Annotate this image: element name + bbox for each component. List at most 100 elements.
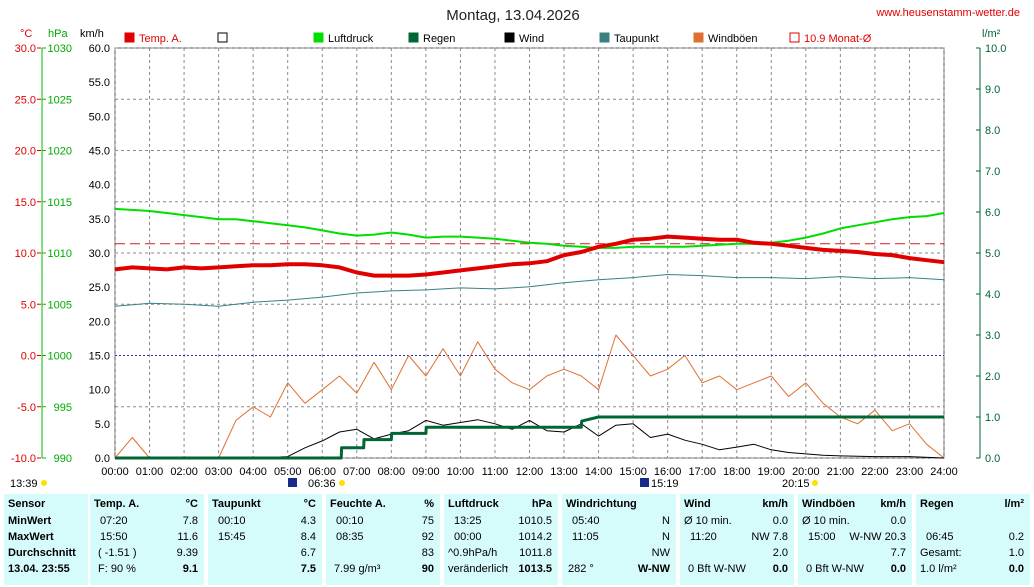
sunrise-icon	[288, 478, 297, 487]
pressure-tick-label: 1010	[48, 248, 72, 260]
time-tick-label: 10:00	[447, 466, 475, 478]
pressure-max-time: 00:00	[454, 531, 482, 543]
gust-max: W-NW 20.3	[849, 531, 906, 543]
humidity-avg: 83	[421, 547, 434, 559]
time-tick-label: 15:00	[619, 466, 647, 478]
rain-tick-label: 7.0	[985, 166, 1000, 178]
winddir-title: Windrichtung	[566, 498, 637, 510]
temp-tick-label: 5.0	[21, 299, 36, 311]
pressure-title: Luftdruck	[448, 498, 499, 510]
sunrise-label: 06:36	[308, 478, 336, 490]
wind-tick-label: 50.0	[89, 111, 110, 123]
temp-axis: 30.0 25.0 20.0 15.0 10.0 5.0 0.0 -5.0 -10.0	[11, 43, 41, 465]
stats-gust-card: Windböen km/h Ø 10 min. 0.0 15:00 W-NW 20.3…	[798, 494, 912, 585]
temp-min-time: 07:20	[100, 515, 128, 527]
rain-max-time: 06:45	[926, 531, 954, 543]
temp-diff: ( -1.51 )	[98, 547, 137, 559]
rain-tick-label: 6.0	[985, 207, 1000, 219]
wind-tick-label: 40.0	[89, 180, 110, 192]
time-tick-label: 14:00	[585, 466, 613, 478]
time-tick-label: 22:00	[861, 466, 889, 478]
temp-tick-label: 25.0	[15, 94, 36, 106]
pressure-tick-label: 1015	[48, 197, 72, 209]
temp-max-time: 15:50	[100, 531, 128, 543]
legend-label: Luftdruck	[328, 33, 374, 45]
time-tick-label: 01:00	[136, 466, 164, 478]
rain-unit-label: l/m²	[982, 28, 1001, 40]
rain-tick-label: 2.0	[985, 371, 1000, 383]
series-line-temp-a	[114, 234, 945, 278]
pressure-avg: 1011.8	[519, 547, 552, 559]
time-tick-label: 04:00	[239, 466, 267, 478]
wind-tick-label: 5.0	[95, 419, 110, 431]
series-line-luftdruck	[114, 207, 945, 249]
pressure-current: 1013.5	[518, 563, 552, 575]
pressure-tick-label: 1000	[48, 351, 72, 363]
stats-sensor-card: Sensor MinWert MaxWert Durchschnitt 13.0…	[4, 494, 88, 585]
wind-tick-label: 35.0	[89, 214, 110, 226]
gust-avg10: 0.0	[890, 515, 906, 527]
sun-markers: 13:39 06:36 15:19 20:15	[10, 478, 818, 490]
sunset-label: 20:15	[782, 478, 810, 490]
legend-item: Luftdruck	[313, 32, 374, 45]
trend-up-arrow-icon: ↑	[504, 563, 510, 575]
chart-title: Montag, 13.04.2026	[446, 7, 579, 24]
minwert-label: MinWert	[8, 515, 52, 527]
stats-pressure-card: Luftdruck hPa 13:25 1010.5 00:00 1014.2 ^0.…	[444, 494, 558, 585]
legend-item: 10.9 Monat-Ø	[789, 32, 872, 45]
pressure-min-time: 13:25	[454, 515, 482, 527]
stats-wind-card: Wind km/h Ø 10 min. 0.0 11:20 NW 7.8 2.0 0 …	[680, 494, 794, 585]
winddir-current: W-NW	[637, 563, 670, 575]
temp-tick-label: 15.0	[15, 197, 36, 209]
pressure-tick-label: 995	[54, 402, 72, 414]
gust-max-time: 15:00	[808, 531, 836, 543]
gust-avg-label: Ø 10 min.	[802, 515, 850, 527]
time-tick-label: 02:00	[170, 466, 198, 478]
legend-label: Taupunkt	[614, 33, 659, 45]
time-axis: 00:00 01:00 02:00 03:00 04:00 05:00 06:00 07:00…	[101, 466, 958, 478]
time-tick-label: 09:00	[412, 466, 440, 478]
rain-total-label: Gesamt:	[920, 547, 962, 559]
time-tick-label: 07:00	[343, 466, 371, 478]
rain-tick-label: 8.0	[985, 125, 1000, 137]
temp-unit-label: °C	[20, 28, 32, 40]
time-tick-label: 13:00	[550, 466, 578, 478]
dew-min-time: 00:10	[218, 515, 246, 527]
current-time-label: 13.04. 23:55	[8, 563, 70, 575]
stats-dew-card: Taupunkt °C 00:10 4.3 15:45 8.4 6.7 7.5	[208, 494, 322, 585]
legend-item: Wind	[504, 32, 544, 45]
winddir-max: N	[662, 531, 670, 543]
wind-tick-label: 30.0	[89, 248, 110, 260]
gust-avg: 7.7	[890, 547, 906, 559]
pressure-tick-label: 1020	[48, 146, 72, 158]
grid	[114, 47, 945, 459]
rain-rate: 1.0 l/m²	[920, 563, 957, 575]
wind-axis: 60.0 55.0 50.0 45.0 40.0 35.0 30.0 25.0 20.0 15.0…	[89, 43, 110, 465]
pressure-trend-label: veränderlich	[448, 563, 508, 575]
temp-tick-label: 20.0	[15, 146, 36, 158]
legend-swatch	[693, 32, 704, 43]
temp-title: Temp. A.	[94, 498, 140, 510]
wind-tick-label: 20.0	[89, 316, 110, 328]
wind-avg: 2.0	[772, 547, 788, 559]
temp-feel: F: 90 %	[98, 563, 136, 575]
pressure-unit: hPa	[531, 498, 552, 510]
winddir-avg: NW	[651, 547, 670, 559]
legend-label: Wind	[519, 33, 544, 45]
legend-item: Taupunkt	[599, 32, 659, 45]
temp-tick-label: 0.0	[21, 351, 36, 363]
time-tick-label: 11:00	[482, 466, 509, 478]
humidity-unit: %	[424, 498, 434, 510]
temp-max: 11.6	[177, 531, 198, 543]
weather-chart: Montag, 13.04.2026 www.heusenstamm-wette…	[10, 7, 1020, 490]
rain-max: 0.2	[1008, 531, 1024, 543]
wind-unit: km/h	[762, 498, 788, 510]
gust-unit: km/h	[880, 498, 906, 510]
pressure-min: 1010.5	[518, 515, 552, 527]
winddir-min: N	[662, 515, 670, 527]
rain-tick-label: 1.0	[985, 412, 1000, 424]
website-link[interactable]: www.heusenstamm-wetter.de	[875, 7, 1020, 19]
wind-bft: 0 Bft W-NW	[688, 563, 746, 575]
wind-current: 0.0	[772, 563, 788, 575]
sunrise-sun-icon	[339, 480, 345, 486]
